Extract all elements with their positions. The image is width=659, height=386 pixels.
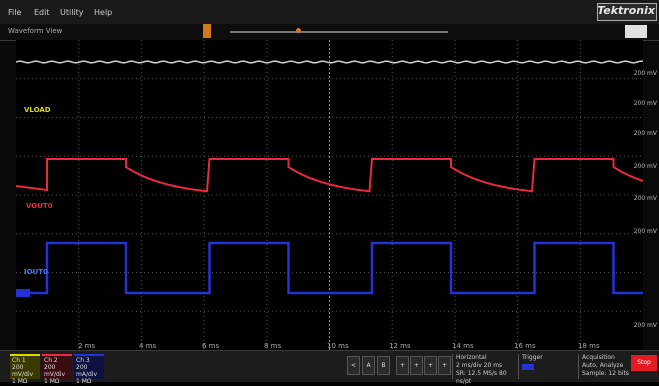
time-label-2: 4 ms (139, 342, 157, 350)
menu-file[interactable]: File (8, 8, 22, 17)
add-trend-button[interactable]: + (438, 356, 451, 375)
scale-label-7: 200 mV (633, 322, 657, 329)
ch3-signal-label: IOUT0 (24, 268, 48, 276)
menu-help[interactable]: Help (94, 8, 113, 17)
ch1-trace (16, 60, 643, 64)
ch2-badge-name: Ch 2 (44, 357, 58, 364)
ch2-badge-coupling: 1 MΩ (44, 378, 60, 385)
cursor-a-button[interactable]: A (362, 356, 375, 375)
horizontal-line-1: 2 ms/div 20 ms (456, 362, 503, 369)
cursor-b-button[interactable]: B (377, 356, 390, 375)
trigger-position-marker[interactable] (203, 24, 211, 38)
acquisition-line-2: Sample: 12 bits (582, 370, 629, 377)
scroll-left-button[interactable]: < (347, 356, 360, 375)
time-label-4: 8 ms (264, 342, 282, 350)
scale-label-4: 200 mV (633, 163, 657, 170)
ch3-badge-coupling: 1 MΩ (76, 378, 92, 385)
menu-bar: File Edit Utility Help Tektronix (0, 0, 659, 24)
ch2-badge[interactable]: Ch 2 200 mV/div 1 MΩ (42, 354, 72, 385)
scale-label-2: 200 mV (633, 100, 657, 107)
acquisition-title: Acquisition (582, 354, 615, 361)
time-label-9: 18 ms (578, 342, 600, 350)
ch3-ground-marker (16, 289, 30, 297)
time-label-5: 10 ms (327, 342, 349, 350)
add-bus-button[interactable]: + (424, 356, 437, 375)
ch3-trace (16, 241, 643, 295)
ch2-badge-scale: 200 mV/div (44, 364, 65, 378)
time-label-3: 6 ms (202, 342, 220, 350)
acquisition-panel[interactable]: Acquisition Auto, Analyze Sample: 12 bit… (578, 354, 630, 379)
scale-label-6: 200 mV (633, 228, 657, 235)
brand-box (597, 3, 657, 21)
view-center-marker (296, 28, 301, 33)
add-math-button[interactable]: + (396, 356, 409, 375)
ch1-badge[interactable]: Ch 1 200 mV/div 1 MΩ (10, 354, 40, 385)
scale-label-1: 200 mV (633, 70, 657, 77)
ch3-badge-scale: 200 mA/div (76, 364, 97, 378)
waveform-graticule[interactable]: VLOAD VOUT0 IOUT0 2 ms 4 ms 6 ms 8 ms 10… (16, 40, 643, 350)
time-label-8: 16 ms (514, 342, 536, 350)
trigger-title: Trigger (522, 354, 543, 361)
horizontal-panel[interactable]: Horizontal 2 ms/div 20 ms SR: 12.5 MS/s … (452, 354, 518, 385)
scale-label-3: 200 mV (633, 130, 657, 137)
scale-label-5: 200 mV (633, 195, 657, 202)
time-label-6: 12 ms (389, 342, 411, 350)
waveform-plot (16, 40, 643, 350)
add-ref-button[interactable]: + (410, 356, 423, 375)
ch2-trace (16, 158, 643, 193)
menu-utility[interactable]: Utility (60, 8, 84, 17)
horizontal-title: Horizontal (456, 354, 487, 361)
ch1-signal-label: VLOAD (24, 106, 51, 114)
record-view-label: Waveform View (8, 27, 63, 35)
ch2-signal-label: VOUT0 (26, 202, 53, 210)
trigger-source-swatch (522, 364, 534, 370)
ch3-badge-name: Ch 3 (76, 357, 90, 364)
ch1-badge-coupling: 1 MΩ (12, 378, 28, 385)
record-view[interactable]: Waveform View (0, 24, 659, 41)
ch3-badge[interactable]: Ch 3 200 mA/div 1 MΩ (74, 354, 104, 385)
run-stop-button[interactable]: Stop (631, 355, 657, 371)
acquisition-line-1: Auto, Analyze (582, 362, 624, 369)
menu-edit[interactable]: Edit (34, 8, 50, 17)
zoom-box[interactable] (625, 25, 647, 38)
status-bar: Ch 1 200 mV/div 1 MΩ Ch 2 200 mV/div 1 M… (0, 350, 659, 385)
brand-logo: Tektronix (597, 4, 655, 17)
ch1-badge-name: Ch 1 (12, 357, 26, 364)
horizontal-line-2: SR: 12.5 MS/s 80 ns/pt (456, 370, 507, 385)
time-label-1: 2 ms (78, 342, 96, 350)
record-view-strip (230, 31, 448, 33)
trigger-panel[interactable]: Trigger (518, 354, 578, 379)
time-label-7: 14 ms (452, 342, 474, 350)
ch1-badge-scale: 200 mV/div (12, 364, 33, 378)
